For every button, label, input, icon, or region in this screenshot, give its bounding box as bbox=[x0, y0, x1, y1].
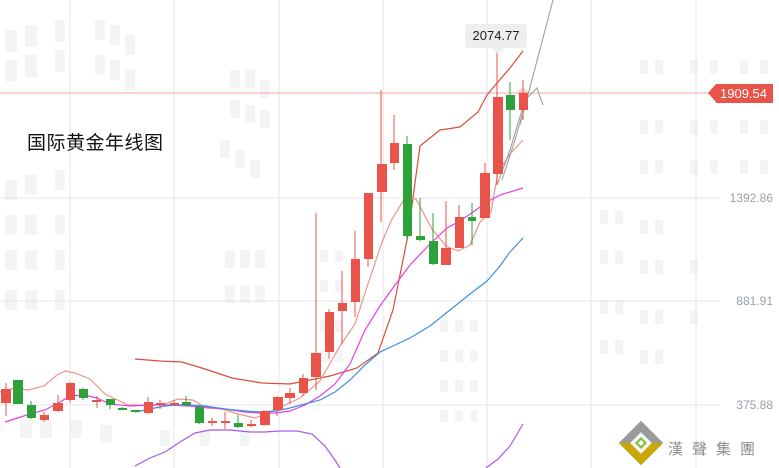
high-price-tooltip: 2074.77 bbox=[465, 24, 527, 54]
background-watermark bbox=[5, 20, 768, 446]
candlestick-series bbox=[1, 59, 528, 429]
chart-title: 国际黄金年线图 bbox=[27, 132, 164, 154]
brand-name: 漢聲集團 bbox=[668, 440, 765, 458]
y-axis-label-375: 375.88 bbox=[736, 398, 773, 412]
current-price-tag: 1909.54 bbox=[708, 84, 773, 103]
ma-light-red-line bbox=[0, 139, 524, 419]
brand-logo: 漢聲集團 bbox=[616, 418, 779, 468]
grid-lines bbox=[0, 0, 720, 468]
y-axis-label-881: 881.91 bbox=[736, 294, 773, 308]
diamond-logo-icon bbox=[619, 421, 663, 465]
lower-band-purple-line bbox=[134, 429, 341, 468]
ma-magenta-line bbox=[4, 187, 524, 423]
ma-blue-line bbox=[134, 237, 524, 413]
lower-band-purple-line-right bbox=[485, 423, 524, 468]
y-axis-label-1392: 1392.86 bbox=[729, 191, 773, 205]
